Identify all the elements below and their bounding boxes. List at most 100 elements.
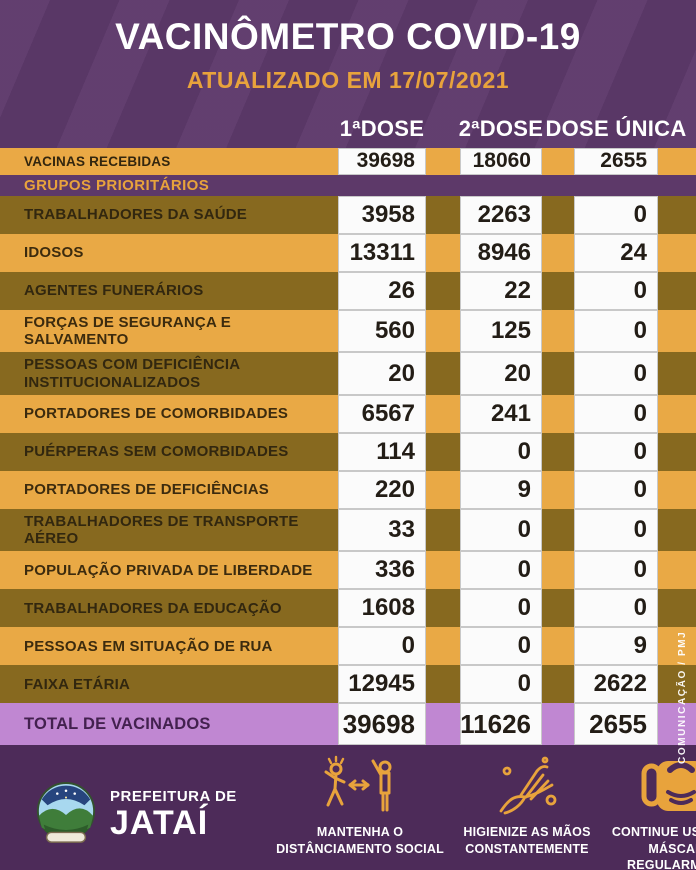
- page-title: VACINÔMETRO COVID-19: [115, 16, 581, 57]
- value-dose1: 39698: [338, 703, 426, 746]
- table-row: TRABALHADORES DE TRANSPORTE AÉREO 33 0 0: [0, 508, 696, 552]
- column-header-dose1: 1ªDOSE: [339, 115, 425, 141]
- face-mask-icon: [641, 761, 696, 812]
- value-dose-unica: 0: [574, 432, 658, 471]
- table-row: PORTADORES DE DEFICIÊNCIAS 220 9 0: [0, 470, 696, 509]
- row-label: FORÇAS DE SEGURANÇA E SALVAMENTO: [24, 313, 231, 349]
- row-label: TOTAL DE VACINADOS: [24, 714, 211, 733]
- value-dose2: 22: [460, 271, 542, 310]
- value-dose-unica: 2655: [574, 147, 658, 175]
- table-row: FAIXA ETÁRIA 12945 0 2622: [0, 665, 696, 704]
- table-row: PESSOAS COM DEFICIÊNCIA INSTITUCIONALIZA…: [0, 352, 696, 395]
- row-label: PESSOAS COM DEFICIÊNCIA INSTITUCIONALIZA…: [24, 356, 240, 391]
- row-label: PORTADORES DE DEFICIÊNCIAS: [24, 481, 269, 499]
- value-dose1: 39698: [338, 147, 426, 175]
- row-vacinas-recebidas: VACINAS RECEBIDAS 39698 18060 2655: [0, 147, 696, 175]
- table-row: TRABALHADORES DA SAÚDE 3958 2263 0: [0, 195, 696, 234]
- value-dose-unica: 9: [574, 627, 658, 666]
- brand-text: PREFEITURA DE JATAÍ: [110, 789, 237, 840]
- value-dose1: 3958: [338, 195, 426, 234]
- value-dose-unica: 0: [574, 352, 658, 395]
- tip-label: HIGIENIZE AS MÃOS CONSTANTEMENTE: [463, 825, 591, 856]
- footer: PREFEITURA DE JATAÍ: [0, 745, 696, 870]
- value-dose1: 114: [338, 432, 426, 471]
- table-row: TRABALHADORES DA EDUCAÇÃO 1608 0 0: [0, 589, 696, 628]
- hand-washing-icon: [499, 756, 557, 815]
- social-distancing-icon: [324, 756, 392, 812]
- value-dose1: 6567: [338, 394, 426, 433]
- table-row: PESSOAS EM SITUAÇÃO DE RUA 0 0 9: [0, 627, 696, 666]
- value-dose2: 9: [460, 470, 542, 509]
- value-dose-unica: 0: [574, 551, 658, 590]
- value-dose-unica: 0: [574, 589, 658, 628]
- table-row: IDOSOS 13311 8946 24: [0, 233, 696, 272]
- tip-hand-washing: HIGIENIZE AS MÃOS CONSTANTEMENTE: [448, 755, 606, 857]
- value-dose-unica: 2655: [574, 703, 658, 746]
- brand-jatai: JATAÍ: [110, 803, 209, 842]
- value-dose2: 11626: [460, 703, 542, 746]
- table-row: FORÇAS DE SEGURANÇA E SALVAMENTO 560 125…: [0, 309, 696, 353]
- value-dose1: 1608: [338, 589, 426, 628]
- value-dose2: 125: [460, 309, 542, 353]
- value-dose2: 0: [460, 432, 542, 471]
- row-label: VACINAS RECEBIDAS: [24, 153, 171, 169]
- row-label: IDOSOS: [24, 244, 84, 262]
- row-label: PESSOAS EM SITUAÇÃO DE RUA: [24, 637, 273, 655]
- section-grupos-prioritarios: GRUPOS PRIORITÁRIOS: [0, 174, 696, 196]
- header: VACINÔMETRO COVID-19 ATUALIZADO EM 17/07…: [0, 0, 696, 148]
- vaccination-table: VACINAS RECEBIDAS 39698 18060 2655 GRUPO…: [0, 147, 696, 746]
- value-dose2: 0: [460, 589, 542, 628]
- health-tips: MANTENHA O DISTÂNCIAMENTO SOCIAL: [266, 755, 696, 870]
- tip-label: CONTINUE USANDO A MÁSCARA REGULARMENTE: [611, 825, 696, 870]
- value-dose2: 20: [460, 352, 542, 395]
- credit-vertical-text: COMUNICAÇÃO / PMJ: [677, 630, 688, 764]
- value-dose1: 13311: [338, 233, 426, 272]
- value-dose2: 2263: [460, 195, 542, 234]
- value-dose2: 241: [460, 394, 542, 433]
- value-dose1: 12945: [338, 665, 426, 704]
- value-dose1: 33: [338, 508, 426, 552]
- column-headers: 1ªDOSE 2ªDOSE DOSE ÚNICA: [0, 108, 696, 148]
- row-total-de-vacinados: TOTAL DE VACINADOS 39698 11626 2655: [0, 703, 696, 746]
- tip-label: MANTENHA O DISTÂNCIAMENTO SOCIAL: [276, 825, 444, 856]
- value-dose1: 26: [338, 271, 426, 310]
- row-label: TRABALHADORES DA EDUCAÇÃO: [24, 599, 282, 617]
- column-header-dose2: 2ªDOSE: [458, 115, 544, 141]
- table-row: AGENTES FUNERÁRIOS 26 22 0: [0, 271, 696, 310]
- value-dose-unica: 0: [574, 195, 658, 234]
- value-dose1: 220: [338, 470, 426, 509]
- value-dose1: 336: [338, 551, 426, 590]
- row-label: POPULAÇÃO PRIVADA DE LIBERDADE: [24, 561, 313, 579]
- updated-date: ATUALIZADO EM 17/07/2021: [186, 66, 510, 93]
- city-brand: PREFEITURA DE JATAÍ: [34, 779, 266, 849]
- column-header-dose-unica: DOSE ÚNICA: [545, 115, 687, 141]
- value-dose2: 0: [460, 627, 542, 666]
- value-dose1: 560: [338, 309, 426, 353]
- value-dose2: 0: [460, 508, 542, 552]
- value-dose1: 0: [338, 627, 426, 666]
- value-dose-unica: 0: [574, 309, 658, 353]
- value-dose-unica: 2622: [574, 665, 658, 704]
- jatai-crest-logo: [36, 782, 96, 844]
- row-label: PUÉRPERAS SEM COMORBIDADES: [24, 443, 289, 461]
- row-label: TRABALHADORES DA SAÚDE: [24, 206, 248, 224]
- value-dose2: 0: [460, 551, 542, 590]
- table-row: PORTADORES DE COMORBIDADES 6567 241 0: [0, 394, 696, 433]
- row-label: FAIXA ETÁRIA: [24, 675, 131, 693]
- table-row: POPULAÇÃO PRIVADA DE LIBERDADE 336 0 0: [0, 551, 696, 590]
- priority-groups-rows: TRABALHADORES DA SAÚDE 3958 2263 0 IDOSO…: [0, 195, 696, 704]
- value-dose-unica: 0: [574, 508, 658, 552]
- value-dose2: 8946: [460, 233, 542, 272]
- table-row: PUÉRPERAS SEM COMORBIDADES 114 0 0: [0, 432, 696, 471]
- value-dose-unica: 24: [574, 233, 658, 272]
- row-label: PORTADORES DE COMORBIDADES: [24, 405, 289, 423]
- value-dose-unica: 0: [574, 271, 658, 310]
- row-label: AGENTES FUNERÁRIOS: [24, 282, 204, 300]
- value-dose2: 18060: [460, 147, 542, 175]
- tip-mask: CONTINUE USANDO A MÁSCARA REGULARMENTE: [606, 755, 696, 870]
- value-dose-unica: 0: [574, 394, 658, 433]
- value-dose1: 20: [338, 352, 426, 395]
- brand-prefeitura-de: PREFEITURA DE: [110, 787, 237, 805]
- value-dose2: 0: [460, 665, 542, 704]
